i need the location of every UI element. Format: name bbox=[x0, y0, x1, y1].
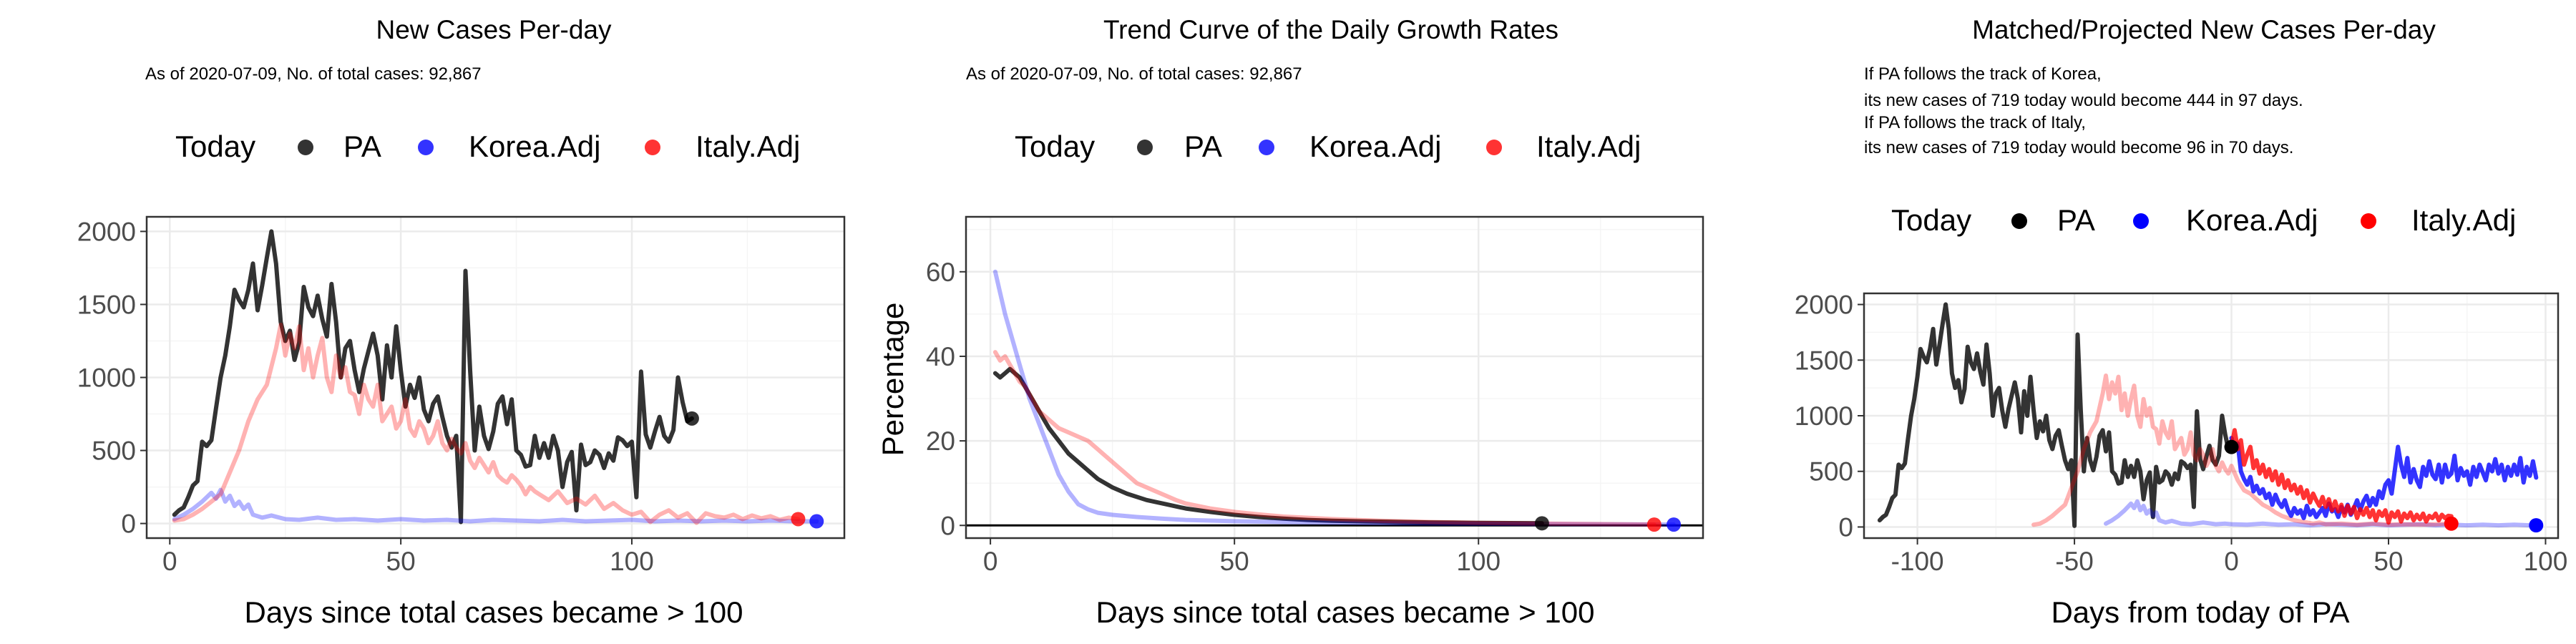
today-marker-italy-adj bbox=[791, 512, 806, 527]
legend: Today PA Korea.Adj Italy.Adj bbox=[1891, 203, 2516, 237]
series-line-korea-adj bbox=[2104, 499, 2539, 528]
y-tick-label: 1500 bbox=[77, 290, 136, 319]
legend-label-pa: PA bbox=[2057, 203, 2095, 237]
x-tick-label: 100 bbox=[610, 547, 654, 576]
panel-subtitle-line: If PA follows the track of Korea, bbox=[1864, 64, 2102, 84]
today-marker-korea-adj bbox=[809, 514, 824, 529]
series-lines bbox=[992, 269, 1682, 532]
y-tick-label: 0 bbox=[1838, 512, 1853, 542]
today-marker-korea-adj bbox=[2529, 518, 2544, 533]
y-tick-label: 2000 bbox=[77, 217, 136, 246]
series-line-italy-adj bbox=[172, 323, 801, 525]
y-axis-label: Percentage bbox=[876, 303, 909, 457]
x-tick-label: 0 bbox=[983, 547, 998, 576]
series-line-italy-adj bbox=[992, 350, 1657, 527]
legend-label-korea: Korea.Adj bbox=[1309, 130, 1441, 163]
panel-new-cases: New Cases Per-day As of 2020-07-09, No. … bbox=[77, 15, 846, 629]
legend-title: Today bbox=[1891, 203, 1971, 237]
legend-label-korea: Korea.Adj bbox=[2186, 203, 2318, 237]
y-tick-label: 1000 bbox=[77, 364, 136, 393]
series-line-korea-adj bbox=[172, 487, 819, 524]
legend: Today PA Korea.Adj Italy.Adj bbox=[1015, 130, 1641, 163]
y-tick-label: 20 bbox=[926, 426, 955, 456]
legend-title: Today bbox=[1015, 130, 1095, 163]
today-marker-pa bbox=[684, 411, 699, 426]
x-tick-label: 100 bbox=[2524, 547, 2568, 576]
legend-key-pa bbox=[298, 140, 313, 155]
y-tick-label: 1500 bbox=[1795, 346, 1853, 375]
y-tick-label: 40 bbox=[926, 342, 955, 371]
panel-subtitle: As of 2020-07-09, No. of total cases: 92… bbox=[966, 64, 1302, 84]
legend-label-italy: Italy.Adj bbox=[696, 130, 800, 163]
legend-label-pa: PA bbox=[1184, 130, 1222, 163]
series-lines bbox=[172, 229, 824, 529]
panel-subtitle: As of 2020-07-09, No. of total cases: 92… bbox=[145, 64, 482, 84]
series-line-pa bbox=[992, 366, 1544, 526]
legend-key-korea bbox=[1259, 140, 1274, 155]
legend: Today PA Korea.Adj Italy.Adj bbox=[175, 130, 800, 163]
legend-key-pa bbox=[1137, 140, 1153, 155]
x-tick-label: 0 bbox=[162, 547, 177, 576]
plot-area bbox=[1863, 292, 2560, 540]
x-tick-label: 50 bbox=[1220, 547, 1249, 576]
y-tick-label: 1000 bbox=[1795, 401, 1853, 431]
today-marker-korea-adj bbox=[1667, 517, 1682, 532]
x-tick-label: 50 bbox=[2373, 547, 2403, 576]
x-tick-label: 50 bbox=[386, 547, 416, 576]
legend-key-italy bbox=[645, 140, 660, 155]
panel-projected-cases: Matched/Projected New Cases Per-day If P… bbox=[1795, 15, 2568, 629]
x-tick-label: -50 bbox=[2055, 547, 2093, 576]
y-tick-label: 2000 bbox=[1795, 291, 1853, 320]
legend-key-korea bbox=[418, 140, 434, 155]
panel-subtitle-line: If PA follows the track of Italy, bbox=[1864, 113, 2086, 132]
legend-label-italy: Italy.Adj bbox=[2411, 203, 2516, 237]
legend-key-italy bbox=[2361, 213, 2376, 229]
legend-label-italy: Italy.Adj bbox=[1536, 130, 1641, 163]
y-tick-label: 0 bbox=[121, 509, 136, 539]
y-tick-label: 500 bbox=[1809, 457, 1853, 487]
series-line-pa bbox=[172, 229, 694, 525]
y-tick-label: 0 bbox=[940, 511, 955, 540]
panel-border bbox=[965, 215, 1704, 540]
y-tick-label: 60 bbox=[926, 258, 955, 287]
series-line-korea-adj bbox=[992, 269, 1677, 527]
x-tick-label: 0 bbox=[2224, 547, 2239, 576]
series-line-pa bbox=[1877, 302, 2234, 528]
panel-title: Matched/Projected New Cases Per-day bbox=[1972, 15, 2436, 44]
x-tick-label: 100 bbox=[1456, 547, 1501, 576]
plot-area bbox=[965, 215, 1704, 540]
x-tick-label: -100 bbox=[1891, 547, 1944, 576]
today-marker-pa bbox=[2224, 439, 2239, 454]
series-lines bbox=[1877, 302, 2544, 533]
panel-background bbox=[966, 217, 1703, 538]
today-marker-italy-adj bbox=[2444, 516, 2459, 531]
x-axis-label: Days since total cases became > 100 bbox=[245, 595, 743, 629]
legend-label-pa: PA bbox=[343, 130, 381, 163]
series-line-korea-adj-projection bbox=[2229, 436, 2539, 520]
today-marker-italy-adj bbox=[1646, 517, 1662, 532]
legend-label-korea: Korea.Adj bbox=[469, 130, 600, 163]
series-line-italy-adj bbox=[2031, 374, 2454, 527]
legend-key-italy bbox=[1486, 140, 1502, 155]
legend-key-korea bbox=[2133, 213, 2149, 229]
plot-area bbox=[145, 215, 846, 540]
legend-title: Today bbox=[175, 130, 255, 163]
panel-subtitle-line: its new cases of 719 today would become … bbox=[1864, 91, 2303, 110]
x-axis-label: Days since total cases became > 100 bbox=[1096, 595, 1595, 629]
x-axis-label: Days from today of PA bbox=[2051, 595, 2349, 629]
series-line-italy-adj-projection bbox=[2229, 428, 2454, 525]
panel-title: New Cases Per-day bbox=[376, 15, 612, 44]
panel-subtitle-line: its new cases of 719 today would become … bbox=[1864, 138, 2293, 157]
panel-growth-rates: Trend Curve of the Daily Growth Rates As… bbox=[876, 15, 1704, 629]
panel-title: Trend Curve of the Daily Growth Rates bbox=[1103, 15, 1558, 44]
today-marker-pa bbox=[1534, 516, 1549, 531]
y-tick-label: 500 bbox=[92, 436, 136, 466]
legend-key-pa bbox=[2011, 213, 2027, 229]
